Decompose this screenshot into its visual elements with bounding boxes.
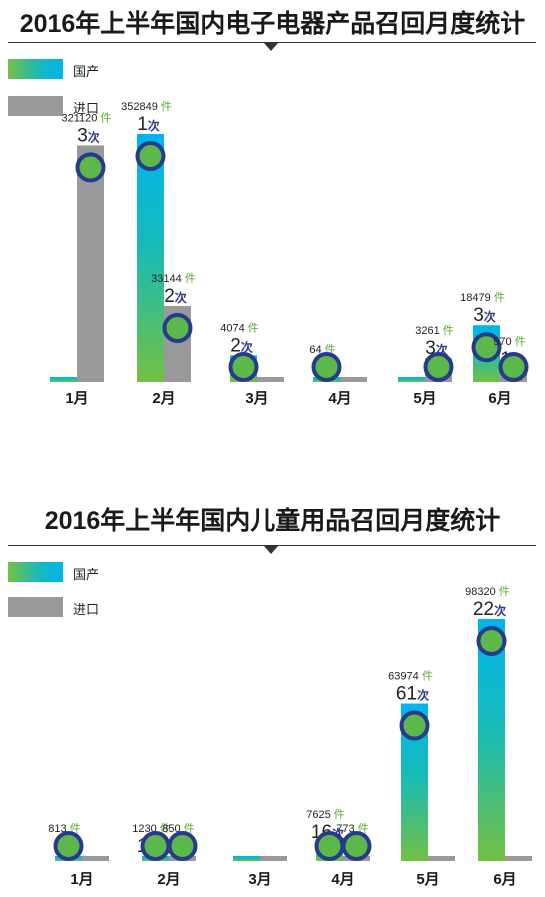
x-tick-label-5: 5月: [413, 390, 436, 407]
x-tick-label-2: 2月: [152, 390, 175, 407]
domestic-value-label-2: 352849 件: [121, 100, 172, 113]
domestic-count-marker-4: [311, 352, 342, 382]
domestic-count-marker-3: [228, 352, 259, 382]
domestic-value-label-6: 18479 件: [460, 291, 505, 304]
legend-domestic-label: 国产: [73, 567, 100, 582]
title-notch: [264, 43, 278, 51]
legend-imported-swatch: [8, 597, 63, 617]
legend-imported-label: 进口: [73, 602, 100, 617]
bar-plot-area: 813 件3次1月1230 件15次850 件1次2月3月7625 件16次77…: [48, 585, 532, 888]
imported-value-label-6: 970 件: [493, 335, 525, 348]
domestic-count-label-5: 61次: [396, 684, 429, 705]
x-tick-label-3: 3月: [245, 390, 268, 407]
domestic-count-label-6: 22次: [473, 599, 506, 620]
domestic-count-marker-4: [314, 831, 345, 861]
x-tick-label-2: 2月: [157, 871, 180, 888]
domestic-count-marker-6: [476, 626, 507, 656]
imported-count-marker-4: [341, 831, 372, 861]
domestic-bar-5: [398, 377, 425, 382]
chart-title: 2016年上半年国内电子电器产品召回月度统计: [19, 10, 526, 38]
x-tick-label-3: 3月: [248, 871, 271, 888]
domestic-value-label-6: 98320 件: [465, 585, 510, 598]
imported-count-label-2: 2次: [164, 286, 187, 307]
domestic-bar-6: [478, 619, 505, 861]
x-tick-label-6: 6月: [493, 871, 516, 888]
domestic-count-marker-2: [135, 141, 166, 171]
domestic-count-label-2: 1次: [137, 114, 160, 135]
children-products-recall-chart: 2016年上半年国内儿童用品召回月度统计 国产 进口 813 件3次1月1230…: [0, 497, 545, 897]
x-tick-label-6: 6月: [488, 390, 511, 407]
domestic-value-label-4: 7625 件: [306, 808, 345, 821]
domestic-count-marker-5: [399, 710, 430, 741]
imported-count-marker-2: [167, 831, 198, 861]
domestic-bar-1: [50, 377, 77, 382]
imported-count-label-1: 3次: [77, 125, 100, 146]
legend-imported-swatch: [8, 96, 63, 116]
imported-bar-5: [428, 856, 455, 861]
imported-bar-3: [260, 856, 287, 861]
imported-count-marker-2: [162, 312, 193, 343]
imported-bar-6: [505, 856, 532, 861]
domestic-count-marker-6: [471, 332, 502, 363]
title-rule: [8, 42, 536, 43]
domestic-count-marker-2: [140, 831, 171, 861]
imported-value-label-5: 3261 件: [415, 324, 454, 337]
imported-count-marker-6: [498, 352, 529, 382]
x-tick-label-1: 1月: [65, 390, 88, 407]
domestic-value-label-4: 64 件: [309, 343, 335, 356]
domestic-count-label-6: 3次: [473, 305, 496, 326]
imported-value-label-1: 321120 件: [62, 111, 112, 124]
imported-bar-3: [257, 377, 284, 382]
imported-bar-1: [77, 145, 104, 382]
x-tick-label-1: 1月: [70, 871, 93, 888]
imported-count-marker-1: [75, 152, 106, 183]
imported-value-label-2: 33144 件: [151, 272, 196, 285]
chart-title: 2016年上半年国内儿童用品召回月度统计: [44, 507, 501, 535]
imported-bar-4: [340, 377, 367, 382]
domestic-value-label-5: 63974 件: [388, 670, 433, 683]
title-notch: [264, 546, 278, 554]
legend-domestic-label: 国产: [73, 64, 100, 79]
domestic-count-marker-1: [53, 831, 84, 861]
x-tick-label-4: 4月: [331, 871, 354, 888]
domestic-bar-3: [233, 856, 260, 861]
legend-domestic-swatch: [8, 562, 63, 582]
electronics-recall-chart: 2016年上半年国内电子电器产品召回月度统计 国产 进口 321120 件 3次 1…: [0, 0, 545, 430]
x-tick-label-4: 4月: [328, 390, 351, 407]
legend-imported-label: 进口: [73, 101, 100, 116]
title-rule: [8, 545, 536, 546]
imported-bar-1: [82, 856, 109, 861]
x-tick-label-5: 5月: [416, 871, 439, 888]
imported-count-marker-5: [423, 352, 454, 382]
domestic-count-label-3: 2次: [230, 335, 253, 356]
domestic-value-label-3: 4074 件: [220, 321, 259, 334]
domestic-bar-2: [137, 134, 164, 382]
legend-domestic-swatch: [8, 59, 63, 79]
